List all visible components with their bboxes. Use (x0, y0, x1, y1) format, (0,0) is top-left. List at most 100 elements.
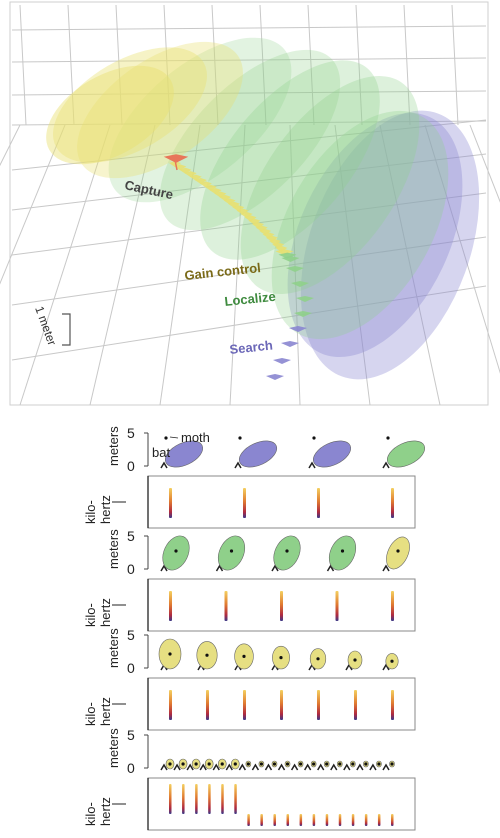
bat-marker (308, 461, 316, 469)
sonar-beam (287, 112, 463, 358)
bat-silhouette (244, 215, 257, 222)
bat-silhouette (184, 171, 197, 178)
moth-dot (298, 762, 303, 766)
moth-dot (390, 762, 394, 766)
bat-silhouette (262, 232, 275, 239)
moth-dot (285, 762, 290, 766)
meters-tick-label: 5 (127, 425, 135, 441)
bat-marker (160, 763, 168, 771)
khz-axis-label: hertz (98, 697, 113, 726)
grid-line (115, 4, 123, 126)
grid-line (11, 285, 487, 361)
grid-line (0, 124, 66, 285)
moth-dot (353, 658, 357, 662)
bat-marker (234, 461, 242, 469)
moth-pointer (169, 436, 179, 439)
beam-ellipse (273, 535, 301, 571)
moth-dot (272, 762, 277, 766)
beam-ellipse (386, 440, 426, 468)
meters-tick-label: 0 (127, 561, 135, 577)
bat-annotation: bat (152, 445, 170, 460)
sonar-beam (108, 37, 292, 203)
meters-axis-label: meters (106, 529, 121, 569)
echolocation-row: 5 0 meters kilo-hertz (83, 528, 416, 632)
moth-dot (168, 652, 172, 656)
echolocation-call (364, 814, 368, 826)
bat-silhouette (281, 256, 300, 262)
bat-marker (215, 564, 224, 572)
grid-line (11, 57, 487, 63)
grid-line (211, 4, 219, 126)
bat-marker (290, 763, 299, 771)
bat-silhouette (281, 341, 299, 347)
moth-dot (386, 436, 390, 440)
moth-dot (246, 762, 250, 766)
bat-silhouette (174, 164, 187, 171)
moth-dot (316, 657, 320, 661)
bat-silhouette (236, 208, 249, 215)
echolocation-call (325, 814, 329, 826)
phase-label-localize: Localize (224, 289, 277, 309)
moth-dot (285, 549, 289, 553)
khz-axis-label: kilo- (83, 603, 98, 627)
sonar-beam (240, 76, 420, 294)
bat-marker (271, 564, 279, 572)
grid-line (289, 124, 301, 406)
moth-dot (229, 549, 234, 553)
echolocation-call (354, 690, 357, 720)
grid-line (11, 90, 487, 96)
echolocation-call (391, 488, 394, 518)
moth-dot (168, 762, 172, 766)
echolocation-call (312, 814, 316, 826)
echolocation-call (286, 814, 290, 826)
echolocation-call (391, 690, 394, 720)
bat-marker (160, 564, 168, 572)
bat-marker (173, 763, 181, 771)
echolocation-call (280, 690, 283, 720)
grid-line (159, 124, 201, 406)
bat-marker (326, 564, 335, 572)
spectrogram-panel (147, 777, 416, 831)
spectrogram-panel (147, 475, 416, 529)
sonar-beam (53, 47, 207, 163)
echolocation-call (273, 814, 276, 826)
bat-marker (356, 763, 364, 771)
echolocation-call (169, 690, 172, 720)
flight-path (163, 154, 314, 380)
bat-silhouette (259, 228, 272, 235)
moth-dot (396, 549, 400, 553)
bat-silhouette (240, 211, 253, 218)
echolocation-call (280, 591, 283, 621)
bat-marker (317, 763, 325, 771)
bat-silhouette (289, 326, 307, 332)
beam-ellipse (386, 536, 410, 570)
khz-axis-label: kilo- (83, 802, 98, 826)
khz-axis-label: kilo- (83, 702, 98, 726)
bat-silhouette (248, 218, 261, 225)
echolocation-call (195, 784, 198, 814)
khz-axis-label: hertz (98, 495, 113, 524)
grid-line (229, 124, 246, 406)
echolocation-call (299, 814, 303, 826)
grid-line (11, 120, 487, 126)
sonar-beam (77, 41, 243, 179)
bat-marker (343, 763, 351, 771)
perspective-grid (0, 4, 500, 406)
grid-line (11, 25, 487, 31)
grid-line (11, 153, 487, 211)
moth-dot (364, 762, 368, 766)
bat-marker (212, 763, 220, 771)
grid-line (19, 124, 111, 406)
meters-tick-label: 0 (127, 660, 135, 676)
moth-dot (377, 762, 381, 766)
bat-marker (238, 763, 246, 771)
meters-tick-label: 0 (127, 760, 135, 776)
bat-silhouette (265, 235, 278, 242)
echolocation-call (351, 814, 355, 826)
grid-line (67, 4, 75, 126)
beam-ellipse (312, 440, 352, 468)
bat-marker (382, 763, 390, 771)
bat-marker (225, 763, 233, 771)
